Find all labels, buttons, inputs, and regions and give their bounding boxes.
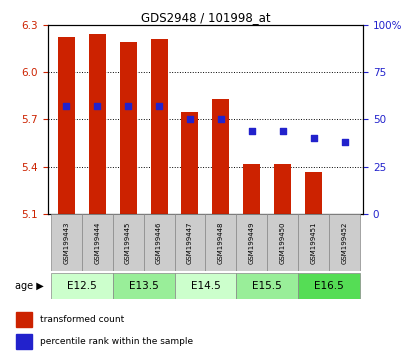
Bar	[112, 214, 144, 271]
Bar	[237, 273, 298, 299]
Bar	[243, 164, 260, 214]
Bar	[112, 273, 174, 299]
Text: GSM199448: GSM199448	[218, 221, 224, 264]
Bar	[205, 214, 237, 271]
Bar	[144, 214, 174, 271]
Text: GSM199451: GSM199451	[311, 221, 317, 264]
Bar	[212, 99, 229, 214]
Text: GSM199446: GSM199446	[156, 221, 162, 264]
Text: GSM199450: GSM199450	[280, 221, 286, 264]
Point	[125, 103, 132, 109]
Bar	[151, 39, 168, 214]
Bar	[174, 214, 205, 271]
Bar	[174, 273, 237, 299]
Bar	[120, 42, 137, 214]
Bar	[16, 334, 32, 349]
Bar	[82, 214, 112, 271]
Bar	[329, 214, 360, 271]
Text: GSM199444: GSM199444	[94, 221, 100, 264]
Point	[63, 103, 70, 109]
Bar	[298, 214, 329, 271]
Text: E14.5: E14.5	[190, 281, 220, 291]
Bar	[298, 273, 360, 299]
Point	[187, 116, 193, 122]
Text: GSM199443: GSM199443	[63, 221, 69, 264]
Bar	[51, 214, 82, 271]
Bar	[51, 273, 112, 299]
Bar	[58, 38, 75, 214]
Point	[156, 103, 162, 109]
Text: GSM199452: GSM199452	[342, 221, 348, 264]
Text: E15.5: E15.5	[252, 281, 282, 291]
Point	[279, 128, 286, 134]
Text: E16.5: E16.5	[314, 281, 344, 291]
Bar	[181, 112, 198, 214]
Text: percentile rank within the sample: percentile rank within the sample	[40, 337, 193, 346]
Bar	[267, 214, 298, 271]
Text: GSM199449: GSM199449	[249, 221, 255, 264]
Bar	[89, 34, 106, 214]
Point	[94, 103, 100, 109]
Bar	[274, 164, 291, 214]
Title: GDS2948 / 101998_at: GDS2948 / 101998_at	[141, 11, 270, 24]
Text: E12.5: E12.5	[67, 281, 97, 291]
Point	[341, 139, 348, 145]
Text: age ▶: age ▶	[15, 281, 44, 291]
Text: E13.5: E13.5	[129, 281, 159, 291]
Text: GSM199447: GSM199447	[187, 221, 193, 264]
Text: transformed count: transformed count	[40, 315, 124, 324]
Bar	[237, 214, 267, 271]
Text: GSM199445: GSM199445	[125, 221, 131, 264]
Point	[310, 136, 317, 141]
Point	[217, 116, 224, 122]
Point	[249, 128, 255, 134]
Bar	[305, 172, 322, 214]
Bar	[16, 312, 32, 327]
